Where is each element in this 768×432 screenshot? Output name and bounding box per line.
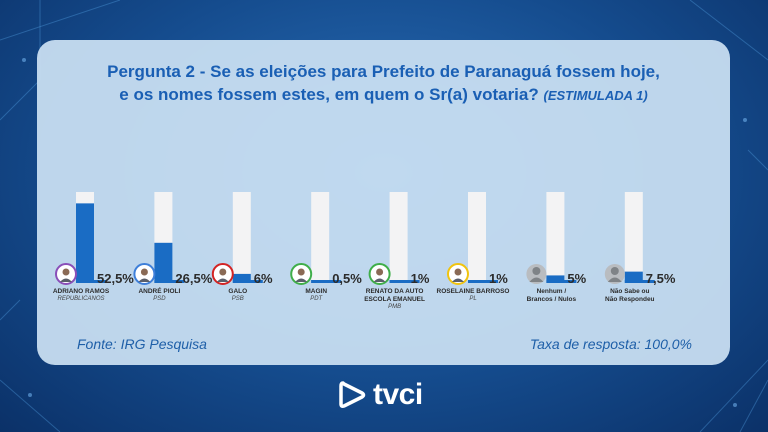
candidate-avatar — [133, 263, 156, 285]
bar-base — [154, 280, 185, 283]
candidate-avatar — [55, 263, 77, 285]
value-label: 6% — [254, 271, 273, 286]
person-icon — [604, 264, 625, 284]
party-label: PSB — [232, 296, 244, 302]
brand-logo: tvci — [337, 378, 423, 412]
category-label: Não Respondeu — [605, 296, 655, 303]
candidate-avatar — [290, 263, 313, 285]
bar — [624, 271, 643, 283]
bar-track — [624, 192, 643, 283]
category-label: MAGIN — [305, 288, 327, 295]
candidate-avatar — [211, 263, 234, 285]
bar-track — [546, 192, 565, 283]
party-label: PL — [469, 296, 476, 302]
party-label: PSD — [153, 296, 166, 302]
title-tag: (ESTIMULADA 1) — [543, 88, 648, 103]
category-label: ADRIANO RAMOS — [53, 288, 110, 295]
bar-track — [311, 192, 330, 283]
value-label: 5% — [567, 271, 586, 286]
category-label: ESCOLA EMANUEL — [364, 296, 425, 303]
bar-group: 5%Nenhum /Brancos / Nulos — [526, 192, 587, 303]
results-card: Pergunta 2 - Se as eleições para Prefeit… — [37, 40, 730, 365]
value-label: 1% — [411, 271, 430, 286]
bar — [76, 203, 94, 283]
value-label: 7,5% — [646, 271, 676, 286]
bar — [154, 242, 173, 283]
party-label: REPUBLICANOS — [57, 296, 104, 302]
candidate-avatar — [447, 263, 469, 285]
party-label: PMB — [388, 304, 401, 310]
title-line-2-text: e os nomes fossem estes, em quem o Sr(a)… — [119, 85, 539, 104]
value-label: 1% — [489, 271, 508, 286]
bar-base — [546, 280, 577, 283]
category-label: Não Sabe ou — [610, 288, 649, 295]
category-label: ROSELAINE BARROSO — [437, 288, 510, 295]
category-label: RENATO DA AUTO — [366, 288, 424, 295]
bar-base — [389, 280, 420, 283]
value-label: 26,5% — [175, 271, 212, 286]
party-label: PDT — [310, 296, 323, 302]
bar-base — [311, 280, 342, 283]
person-icon — [526, 264, 547, 284]
bar — [232, 273, 251, 283]
category-label: GALO — [228, 288, 247, 295]
play-logo-icon — [339, 381, 366, 408]
bar-base — [232, 280, 263, 283]
title-line-1: Pergunta 2 - Se as eleições para Prefeit… — [107, 62, 660, 81]
category-label: ANDRÉ PIOLI — [138, 286, 180, 295]
title-line-2: e os nomes fossem estes, em quem o Sr(a)… — [37, 83, 730, 107]
category-label: Brancos / Nulos — [527, 296, 577, 303]
chart-title: Pergunta 2 - Se as eleições para Prefeit… — [37, 60, 730, 107]
bar-track — [389, 192, 408, 283]
source-text: Fonte: IRG Pesquisa — [77, 336, 207, 352]
bar — [546, 275, 565, 283]
category-label: Nenhum / — [537, 288, 567, 295]
response-rate-text: Taxa de resposta: 100,0% — [529, 336, 692, 352]
bar-base — [76, 280, 106, 283]
bar-track — [232, 192, 251, 283]
brand-name: tvci — [373, 378, 423, 411]
bar-track — [468, 192, 486, 283]
candidate-avatar — [368, 263, 391, 285]
bar-base — [624, 280, 655, 283]
value-label: 0,5% — [332, 271, 362, 286]
bar-base — [468, 280, 498, 283]
value-label: 52,5% — [97, 271, 134, 286]
